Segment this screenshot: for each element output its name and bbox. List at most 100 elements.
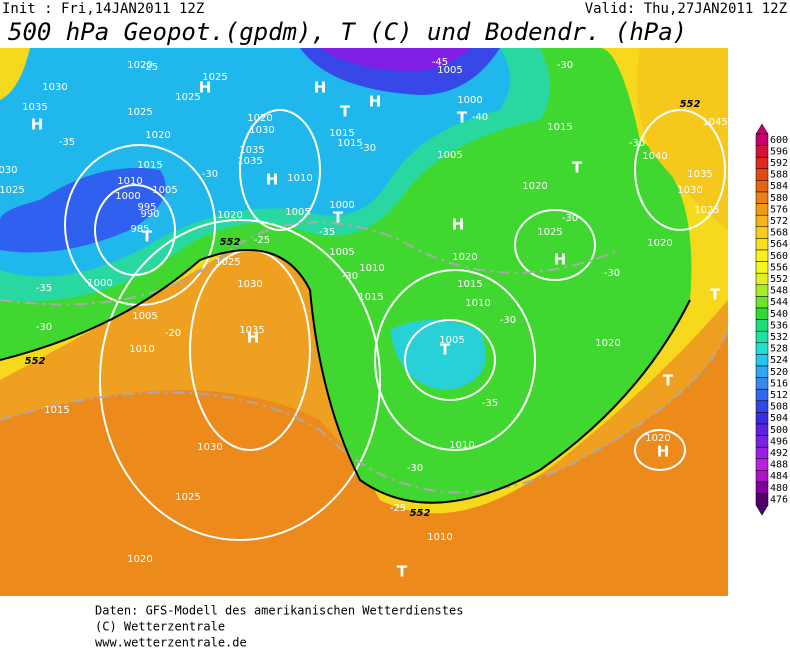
colorbar-swatch — [755, 423, 769, 436]
colorbar-label: 480 — [770, 483, 788, 494]
colorbar-label: 484 — [770, 471, 788, 482]
pressure-centers: T — [397, 563, 408, 581]
isotherm-labels: -30 — [500, 315, 516, 326]
isobar-labels: 1025 — [694, 205, 719, 216]
pressure-centers: T — [457, 109, 468, 127]
isobar-labels: 995 — [137, 202, 156, 213]
isobar-labels: 1005 — [439, 335, 464, 346]
isobar-labels: 1045 — [702, 117, 727, 128]
isobar-labels: 1015 — [457, 279, 482, 290]
contour-552: 552 — [410, 508, 431, 519]
isobar-labels: 1025 — [537, 227, 562, 238]
pressure-centers: H — [199, 79, 212, 97]
isobar-labels: 1005 — [132, 311, 157, 322]
isobar-labels: 1030 — [237, 279, 262, 290]
pressure-centers: T — [440, 341, 451, 359]
isobar-labels: 1005 — [329, 247, 354, 258]
colorbar-label: 476 — [770, 494, 788, 505]
colorbar-swatch — [755, 435, 769, 448]
isotherm-labels: -30 — [202, 169, 218, 180]
pressure-centers: T — [340, 103, 351, 121]
colorbar-label: 536 — [770, 320, 788, 331]
isobar-labels: 1010 — [129, 344, 154, 355]
colorbar-label: 596 — [770, 146, 788, 157]
isobar-labels: 1020 — [127, 554, 152, 565]
isotherm-labels: -45 — [432, 57, 448, 68]
isotherm-labels: -30 — [342, 271, 358, 282]
colorbar-swatch — [755, 388, 769, 402]
isotherm-labels: -30 — [604, 268, 620, 279]
colorbar-tip — [755, 504, 769, 516]
colorbar-swatch — [755, 261, 769, 274]
isobar-labels: 030 — [0, 165, 18, 176]
isobar-labels: 1035 — [237, 156, 262, 167]
pressure-centers: T — [333, 209, 344, 227]
pressure-centers: H — [657, 443, 670, 461]
footer-line: www.wetterzentrale.de — [95, 636, 247, 648]
isotherm-labels: -25 — [142, 62, 158, 73]
colorbar-swatch — [755, 470, 769, 483]
isobar-labels: 1010 — [465, 298, 490, 309]
contour-552: 552 — [220, 237, 241, 248]
colorbar-swatch — [755, 400, 769, 413]
colorbar-label: 504 — [770, 413, 788, 424]
isotherm-labels: -30 — [360, 143, 376, 154]
colorbar-label: 544 — [770, 297, 788, 308]
isobar-labels: 1035 — [239, 145, 264, 156]
colorbar-swatch — [755, 296, 769, 309]
colorbar-swatch — [755, 284, 769, 297]
isotherm-labels: -30 — [562, 213, 578, 224]
isobar-labels: 1040 — [642, 151, 667, 162]
isobar-labels: 1025 — [215, 257, 240, 268]
colorbar-swatch — [755, 319, 769, 332]
colorbar-label: 592 — [770, 158, 788, 169]
colorbar-label: 572 — [770, 216, 788, 227]
colorbar-label: 584 — [770, 181, 788, 192]
colorbar-label: 516 — [770, 378, 788, 389]
pressure-centers: H — [369, 93, 382, 111]
pressure-centers: H — [554, 251, 567, 269]
isobar-labels: 1015 — [547, 122, 572, 133]
colorbar: 6005965925885845805765725685645605565525… — [755, 123, 788, 516]
colorbar-label: 540 — [770, 309, 788, 320]
colorbar-label: 500 — [770, 425, 788, 436]
pressure-centers: H — [266, 171, 279, 189]
isobar-labels: 1025 — [127, 107, 152, 118]
isobar-labels: 1015 — [337, 138, 362, 149]
isobar-labels: 990 — [140, 209, 159, 220]
pressure-centers: H — [452, 216, 465, 234]
footer-line: (C) Wetterzentrale — [95, 620, 225, 634]
colorbar-swatch — [755, 330, 769, 344]
colorbar-label: 508 — [770, 402, 788, 413]
colorbar-swatch — [755, 342, 769, 355]
colorbar-label: 548 — [770, 286, 788, 297]
isotherm-labels: -25 — [254, 235, 270, 246]
colorbar-swatch — [755, 249, 769, 262]
isobar-labels: 1020 — [217, 210, 242, 221]
pressure-centers: H — [314, 79, 327, 97]
isobar-labels: 1005 — [437, 65, 462, 76]
isobar-labels: 1000 — [115, 191, 140, 202]
colorbar-swatch — [755, 133, 769, 146]
isotherm-labels: -20 — [165, 328, 181, 339]
isobar-labels: 1020 — [145, 130, 170, 141]
colorbar-label: 512 — [770, 390, 788, 401]
pressure-centers: H — [247, 329, 260, 347]
contour-552 — [0, 249, 691, 504]
isobar-labels: 1035 — [687, 169, 712, 180]
colorbar-swatch — [755, 203, 769, 216]
isobar-labels: 1005 — [152, 185, 177, 196]
colorbar-label: 576 — [770, 204, 788, 215]
isobar-labels: 1025 — [0, 185, 25, 196]
isotherm-labels: -35 — [59, 137, 75, 148]
isobar-labels: 1030 — [677, 185, 702, 196]
contour-552: 552 — [680, 99, 701, 110]
colorbar-label: 580 — [770, 193, 788, 204]
isobar-labels: 1035 — [22, 102, 47, 113]
isobar-labels: 1020 — [127, 60, 152, 71]
isobar-labels: 1010 — [287, 173, 312, 184]
colorbar-swatch — [755, 156, 769, 170]
isobar-labels: 1020 — [595, 338, 620, 349]
isobar-labels: 1015 — [137, 160, 162, 171]
